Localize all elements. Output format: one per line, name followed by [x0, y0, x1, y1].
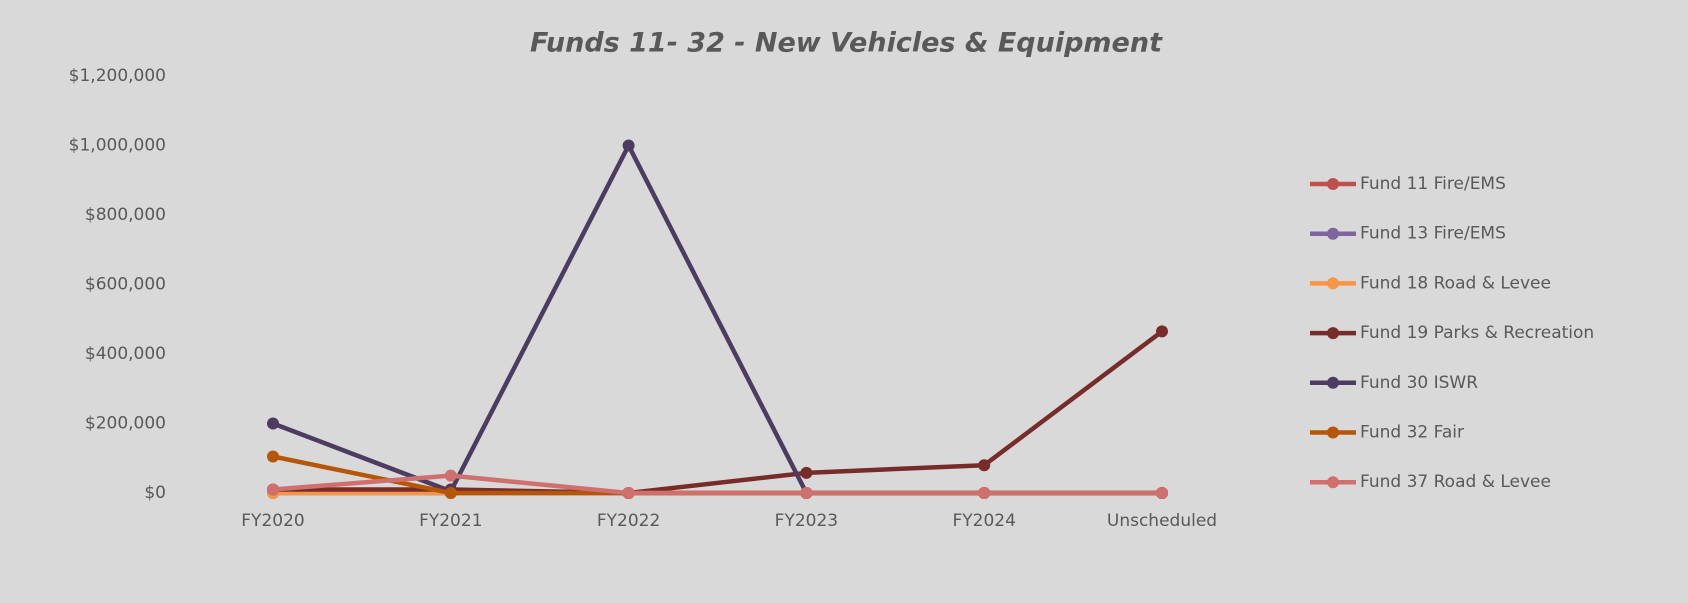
legend-label: Fund 13 Fire/EMS	[1360, 224, 1506, 244]
data-point	[978, 459, 991, 472]
y-tick-label: $800,000	[85, 205, 166, 225]
data-point	[978, 487, 991, 499]
data-point	[1156, 487, 1168, 499]
legend-marker	[1327, 277, 1339, 290]
y-tick-label: $200,000	[85, 414, 166, 434]
x-tick-label: Unscheduled	[1107, 511, 1217, 531]
y-tick-label: $1,000,000	[69, 136, 166, 156]
legend-label: Fund 32 Fair	[1360, 423, 1464, 443]
series-line	[273, 329, 1164, 496]
legend-label: Fund 18 Road & Levee	[1360, 273, 1551, 293]
x-tick-label: FY2024	[952, 511, 1015, 531]
series-line	[272, 473, 1162, 496]
y-tick-label: $0	[144, 483, 166, 503]
data-point	[622, 487, 635, 499]
legend-marker	[1327, 426, 1339, 439]
x-tick-label: FY2022	[597, 511, 660, 531]
x-tick-label: FY2021	[419, 511, 482, 531]
legend-marker	[1327, 376, 1339, 389]
y-tick-label: $600,000	[85, 275, 166, 295]
legend-label: Fund 30 ISWR	[1360, 373, 1478, 393]
data-point	[1156, 325, 1168, 338]
data-point	[444, 469, 457, 482]
data-point	[622, 139, 635, 152]
data-point	[267, 450, 279, 463]
data-point	[800, 466, 813, 479]
y-tick-label: $1,200,000	[69, 66, 166, 86]
legend-marker	[1327, 227, 1339, 240]
legend-marker	[1327, 178, 1339, 190]
legend-label: Fund 11 Fire/EMS	[1360, 174, 1506, 194]
data-point	[267, 417, 279, 430]
x-tick-label: FY2020	[241, 511, 304, 531]
chart-title: Funds 11- 32 - New Vehicles & Equipment	[530, 28, 1163, 59]
data-point	[444, 487, 457, 499]
legend-marker	[1327, 476, 1339, 489]
legend-marker	[1327, 327, 1339, 340]
y-tick-label: $400,000	[85, 344, 166, 364]
data-point	[267, 483, 279, 496]
data-point	[800, 487, 813, 499]
x-tick-label: FY2023	[775, 511, 838, 531]
legend-label: Fund 37 Road & Levee	[1360, 472, 1551, 492]
legend-label: Fund 19 Parks & Recreation	[1360, 323, 1594, 343]
